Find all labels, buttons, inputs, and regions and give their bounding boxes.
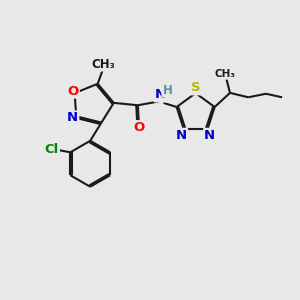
Text: N: N bbox=[176, 129, 187, 142]
Text: O: O bbox=[68, 85, 79, 98]
Text: N: N bbox=[204, 129, 215, 142]
Text: O: O bbox=[133, 121, 144, 134]
Text: H: H bbox=[162, 84, 172, 97]
Text: N: N bbox=[155, 88, 166, 101]
Text: S: S bbox=[191, 81, 201, 94]
Text: Cl: Cl bbox=[45, 143, 59, 156]
Text: CH₃: CH₃ bbox=[91, 58, 115, 70]
Text: N: N bbox=[67, 112, 78, 124]
Text: CH₃: CH₃ bbox=[214, 69, 236, 79]
